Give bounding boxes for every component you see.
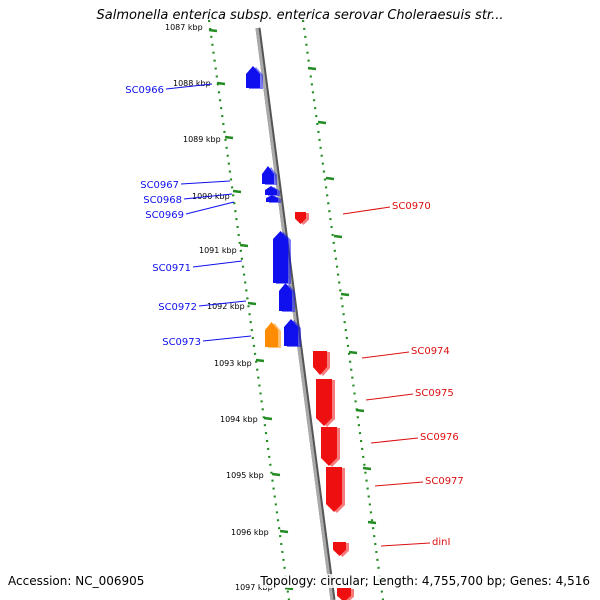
gene-label-sc0967[interactable]: SC0967 bbox=[140, 180, 179, 191]
tick-mark bbox=[232, 189, 242, 194]
gene-label-sc0970[interactable]: SC0970 bbox=[392, 201, 431, 212]
gene-sc0968[interactable] bbox=[265, 186, 280, 196]
backbone-line bbox=[255, 27, 334, 600]
gene-sc0971[interactable] bbox=[273, 231, 291, 284]
gene-sc0972[interactable] bbox=[279, 283, 295, 312]
gene-orange[interactable] bbox=[265, 322, 281, 348]
tick-mark bbox=[224, 135, 234, 140]
tick-label: 1092 kbp bbox=[207, 302, 245, 311]
label-leader-line bbox=[185, 201, 235, 215]
tick-label: 1093 kbp bbox=[214, 359, 252, 368]
gene-sc0975[interactable] bbox=[316, 379, 335, 427]
genome-title: Salmonella enterica subsp. enterica sero… bbox=[96, 8, 504, 23]
gene-sc0977[interactable] bbox=[326, 467, 345, 513]
label-leader-line bbox=[380, 542, 431, 547]
tick-mark bbox=[348, 350, 358, 355]
label-leader-line bbox=[192, 260, 243, 268]
gene-label-sc0977[interactable]: SC0977 bbox=[425, 476, 464, 487]
label-leader-line bbox=[183, 193, 233, 200]
label-leader-line bbox=[165, 83, 213, 90]
label-leader-line bbox=[365, 393, 414, 401]
tick-mark bbox=[247, 301, 257, 306]
tick-label: 1087 kbp bbox=[165, 23, 203, 32]
tick-mark bbox=[333, 234, 343, 239]
tick-label: 1089 kbp bbox=[183, 135, 221, 144]
tick-mark bbox=[355, 408, 365, 413]
gene-label-sc0976[interactable]: SC0976 bbox=[420, 432, 459, 443]
tick-mark bbox=[271, 472, 281, 477]
gene-dini[interactable] bbox=[333, 542, 349, 557]
label-leader-line bbox=[374, 481, 424, 487]
right-tick-track bbox=[301, 19, 385, 600]
gene-sc0973[interactable] bbox=[284, 319, 301, 347]
label-leader-line bbox=[202, 335, 252, 342]
label-leader-line bbox=[180, 180, 231, 185]
tick-label: 1096 kbp bbox=[231, 528, 269, 537]
label-leader-line bbox=[370, 437, 419, 444]
tick-label: 1095 kbp bbox=[226, 471, 264, 480]
tick-mark bbox=[284, 586, 294, 591]
tick-label: 1088 kbp bbox=[173, 79, 211, 88]
accession-text: Accession: NC_006905 bbox=[8, 574, 145, 588]
tick-mark bbox=[340, 292, 350, 297]
gene-label-sc0972[interactable]: SC0972 bbox=[158, 302, 197, 313]
gene-sc0969[interactable] bbox=[266, 195, 281, 203]
tick-mark bbox=[239, 243, 249, 248]
gene-sc0976[interactable] bbox=[321, 427, 340, 467]
gene-sc0974[interactable] bbox=[313, 351, 330, 376]
gene-label-sc0975[interactable]: SC0975 bbox=[415, 388, 454, 399]
gene-label-sc0966[interactable]: SC0966 bbox=[125, 85, 164, 96]
left-tick-track bbox=[207, 19, 291, 600]
gene-sc0966[interactable] bbox=[246, 66, 263, 89]
gene-label-sc0973[interactable]: SC0973 bbox=[162, 337, 201, 348]
gene-label-sc0974[interactable]: SC0974 bbox=[411, 346, 450, 357]
tick-mark bbox=[317, 120, 327, 125]
tick-mark bbox=[208, 28, 218, 33]
tick-label: 1094 kbp bbox=[220, 415, 258, 424]
tick-label: 1091 kbp bbox=[199, 246, 237, 255]
tick-mark bbox=[255, 358, 265, 363]
tick-mark bbox=[279, 529, 289, 534]
gene-label-sc0969[interactable]: SC0969 bbox=[145, 210, 184, 221]
gene-sc0967[interactable] bbox=[262, 166, 277, 185]
label-leader-line bbox=[198, 300, 247, 307]
tick-mark bbox=[263, 416, 273, 421]
tick-mark bbox=[362, 466, 372, 471]
gene-bottom[interactable] bbox=[337, 588, 354, 600]
genome-summary: Topology: circular; Length: 4,755,700 bp… bbox=[260, 574, 590, 588]
gene-label-dini[interactable]: dinI bbox=[432, 537, 450, 548]
tick-label: 1097 kbp bbox=[235, 583, 273, 592]
tick-mark bbox=[325, 176, 335, 181]
gene-label-sc0968[interactable]: SC0968 bbox=[143, 195, 182, 206]
gene-label-sc0971[interactable]: SC0971 bbox=[152, 263, 191, 274]
tick-mark bbox=[367, 520, 377, 525]
tick-mark bbox=[307, 66, 317, 71]
gene-sc0970[interactable] bbox=[295, 212, 309, 225]
tick-mark bbox=[216, 81, 226, 86]
label-leader-line bbox=[342, 206, 391, 215]
label-leader-line bbox=[361, 351, 410, 359]
